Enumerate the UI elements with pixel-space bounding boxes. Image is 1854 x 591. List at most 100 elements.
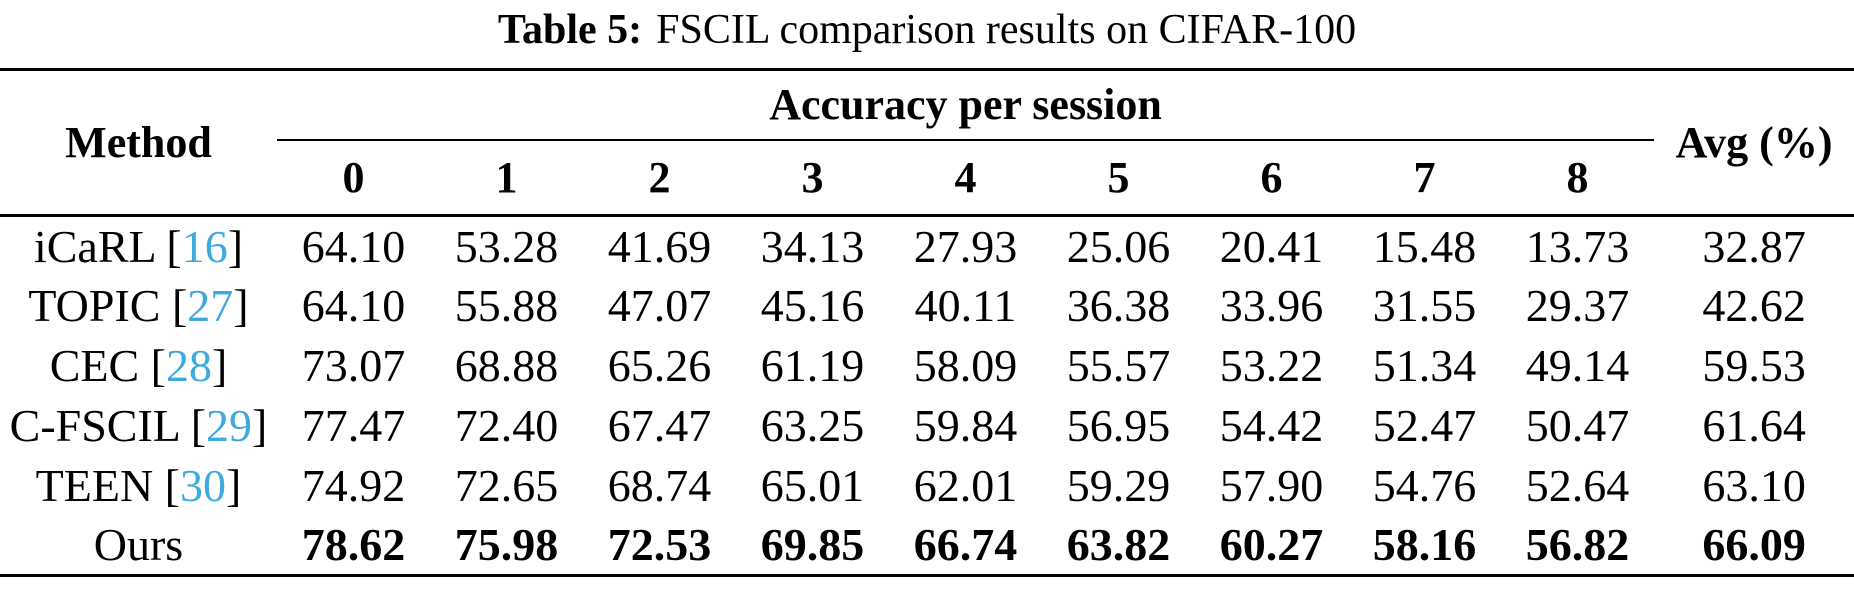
- accuracy-value: 62.01: [913, 460, 1018, 511]
- table-row: TEEN [30] 74.92 72.65 68.74 65.01 62.01 59.29 5…: [0, 456, 1854, 516]
- accuracy-value: 75.98: [454, 519, 559, 571]
- accuracy-value: 20.41: [1219, 220, 1324, 272]
- accuracy-value: 53.28: [454, 220, 559, 272]
- accuracy-value: 15.48: [1372, 220, 1477, 272]
- header-row-sessions: 0 1 2 3 4 5 6 7 8: [0, 140, 1854, 216]
- method-name: Ours: [93, 519, 184, 571]
- method-name: iCaRL: [33, 220, 155, 272]
- avg-value: 61.64: [1702, 400, 1806, 451]
- accuracy-value: 45.16: [760, 280, 865, 331]
- table-caption-label: Table 5:: [497, 7, 643, 53]
- accuracy-value: 72.65: [454, 460, 559, 511]
- accuracy-value: 53.22: [1219, 340, 1324, 391]
- accuracy-value: 41.69: [607, 220, 712, 272]
- accuracy-value: 67.47: [607, 400, 712, 451]
- citation-link[interactable]: 29: [206, 400, 253, 451]
- method-cell: CEC [28]: [49, 340, 228, 391]
- col-header-session-8: 8: [1566, 152, 1589, 202]
- table-row: TOPIC [27] 64.10 55.88 47.07 45.16 40.11 36.38…: [0, 276, 1854, 336]
- accuracy-value: 63.25: [760, 400, 865, 451]
- table-body: iCaRL [16] 64.10 53.28 41.69 34.13 27.93 25.06…: [0, 216, 1854, 576]
- accuracy-value: 29.37: [1525, 280, 1630, 331]
- col-header-avg: Avg (%): [1675, 118, 1833, 167]
- accuracy-value: 33.96: [1219, 280, 1324, 331]
- results-table: Method Accuracy per session Avg (%) 0 1 2 3…: [0, 68, 1854, 577]
- col-group-header-accuracy-per-session: Accuracy per session: [277, 69, 1655, 141]
- header-row-top: Method Accuracy per session Avg (%): [0, 69, 1854, 167]
- table-row: C-FSCIL [29] 77.47 72.40 67.47 63.25 59.84 56.…: [0, 396, 1854, 456]
- method-name: CEC: [49, 340, 140, 391]
- accuracy-value: 36.38: [1066, 280, 1171, 331]
- accuracy-value: 60.27: [1219, 519, 1324, 571]
- citation-link[interactable]: 27: [187, 280, 234, 331]
- citation-link[interactable]: 30: [180, 460, 226, 511]
- avg-value: 66.09: [1702, 519, 1806, 571]
- table-row: iCaRL [16] 64.10 53.28 41.69 34.13 27.93 25.06…: [0, 216, 1854, 276]
- accuracy-value: 59.84: [913, 400, 1018, 451]
- accuracy-value: 63.82: [1066, 519, 1171, 571]
- method-name: C-FSCIL: [9, 400, 180, 451]
- accuracy-value: 47.07: [607, 280, 712, 331]
- accuracy-value: 77.47: [301, 400, 406, 451]
- citation-link[interactable]: 28: [165, 340, 212, 391]
- avg-value: 32.87: [1702, 220, 1806, 272]
- col-header-method: Method: [65, 118, 212, 167]
- method-name: TOPIC: [28, 280, 161, 331]
- table-row: Ours 78.62 75.98 72.53 69.85 66.74 63.82 60.27 5…: [0, 516, 1854, 576]
- avg-value: 59.53: [1702, 340, 1806, 391]
- accuracy-value: 56.82: [1525, 519, 1630, 571]
- col-header-session-4: 4: [954, 152, 977, 202]
- accuracy-value: 31.55: [1372, 280, 1477, 331]
- accuracy-value: 49.14: [1525, 340, 1630, 391]
- accuracy-value: 51.34: [1372, 340, 1477, 391]
- accuracy-value: 64.10: [301, 220, 406, 272]
- accuracy-value: 55.88: [454, 280, 559, 331]
- accuracy-value: 56.95: [1066, 400, 1171, 451]
- accuracy-value: 55.57: [1066, 340, 1171, 391]
- accuracy-value: 72.53: [607, 519, 712, 571]
- method-cell: Ours: [0, 516, 277, 576]
- accuracy-value: 40.11: [914, 280, 1017, 331]
- col-header-session-1: 1: [495, 152, 518, 202]
- accuracy-value: 27.93: [913, 220, 1018, 272]
- accuracy-value: 64.10: [301, 280, 406, 331]
- col-header-session-0: 0: [342, 152, 365, 202]
- accuracy-value: 74.92: [301, 460, 406, 511]
- accuracy-value: 57.90: [1219, 460, 1324, 511]
- paper-page: Table 5: FSCIL comparison results on CIFA…: [0, 0, 1854, 577]
- accuracy-value: 50.47: [1525, 400, 1630, 451]
- accuracy-value: 65.26: [607, 340, 712, 391]
- col-header-session-3: 3: [801, 152, 824, 202]
- accuracy-value: 65.01: [760, 460, 865, 511]
- accuracy-value: 72.40: [454, 400, 559, 451]
- accuracy-value: 34.13: [760, 220, 865, 272]
- accuracy-value: 59.29: [1066, 460, 1171, 511]
- accuracy-value: 61.19: [760, 340, 865, 391]
- method-cell: TOPIC [27]: [28, 280, 249, 331]
- accuracy-value: 68.74: [607, 460, 712, 511]
- avg-value: 63.10: [1702, 460, 1806, 511]
- method-cell: iCaRL [16]: [33, 220, 244, 272]
- accuracy-value: 13.73: [1525, 220, 1630, 272]
- accuracy-value: 54.42: [1219, 400, 1324, 451]
- accuracy-value: 69.85: [760, 519, 865, 571]
- col-header-session-6: 6: [1260, 152, 1283, 202]
- col-header-session-5: 5: [1107, 152, 1130, 202]
- col-header-session-7: 7: [1413, 152, 1436, 202]
- accuracy-value: 78.62: [301, 519, 406, 571]
- citation-link[interactable]: 16: [181, 220, 228, 272]
- accuracy-value: 52.47: [1372, 400, 1477, 451]
- table-header: Method Accuracy per session Avg (%) 0 1 2 3…: [0, 69, 1854, 216]
- accuracy-value: 25.06: [1066, 220, 1171, 272]
- col-header-session-2: 2: [648, 152, 671, 202]
- method-cell: C-FSCIL [29]: [9, 400, 268, 451]
- table-caption: Table 5: FSCIL comparison results on CIFA…: [0, 0, 1854, 68]
- accuracy-value: 58.09: [913, 340, 1018, 391]
- accuracy-value: 52.64: [1525, 460, 1630, 511]
- method-cell: TEEN [30]: [35, 460, 242, 511]
- table-caption-text: FSCIL comparison results on CIFAR-100: [656, 7, 1357, 53]
- accuracy-value: 68.88: [454, 340, 559, 391]
- accuracy-value: 66.74: [913, 519, 1018, 571]
- accuracy-value: 73.07: [301, 340, 406, 391]
- table-row: CEC [28] 73.07 68.88 65.26 61.19 58.09 55.57 53…: [0, 336, 1854, 396]
